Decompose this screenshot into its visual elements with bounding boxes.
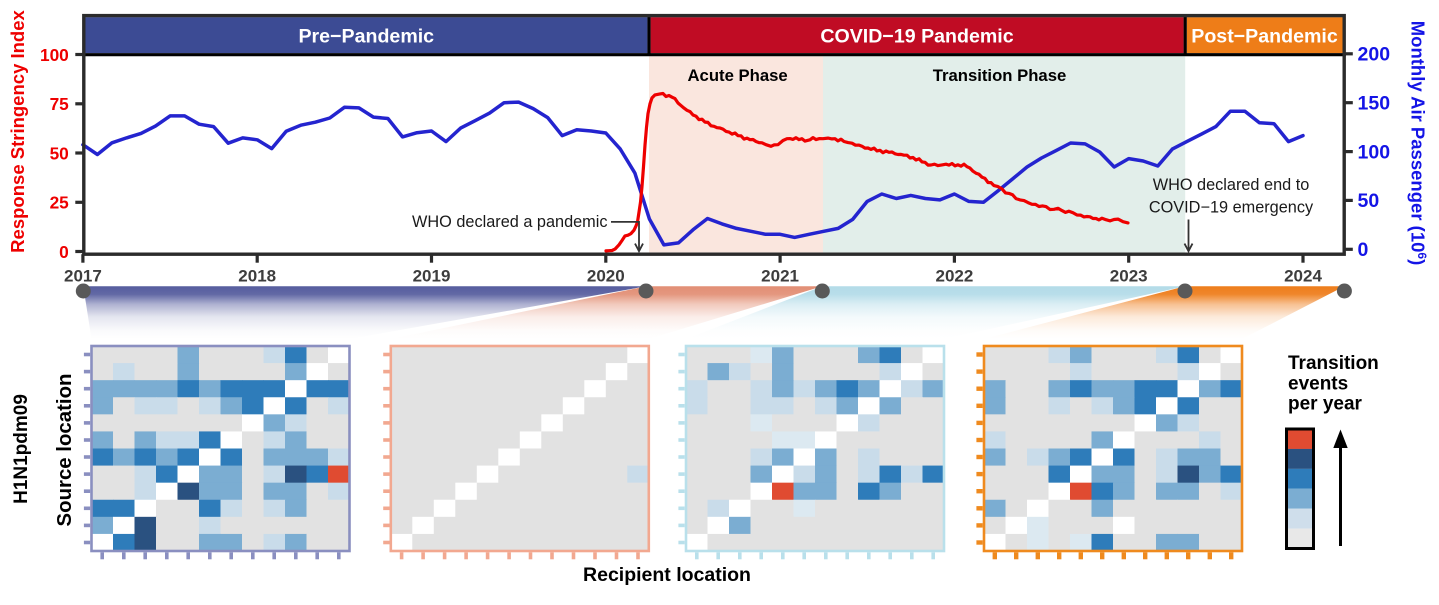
svg-text:2017: 2017 bbox=[64, 267, 102, 286]
svg-text:0: 0 bbox=[1358, 239, 1369, 261]
svg-text:events: events bbox=[1288, 374, 1348, 395]
svg-text:Source location: Source location bbox=[54, 374, 76, 527]
svg-text:WHO declared end to: WHO declared end to bbox=[1153, 176, 1310, 194]
svg-text:150: 150 bbox=[1358, 93, 1391, 115]
svg-text:2022: 2022 bbox=[935, 267, 973, 286]
svg-text:H1N1pdm09: H1N1pdm09 bbox=[11, 394, 32, 504]
svg-text:25: 25 bbox=[50, 193, 70, 213]
svg-text:2020: 2020 bbox=[587, 267, 625, 286]
svg-text:200: 200 bbox=[1358, 44, 1391, 66]
svg-text:2021: 2021 bbox=[761, 267, 799, 286]
svg-text:50: 50 bbox=[1358, 190, 1380, 212]
svg-text:100: 100 bbox=[1358, 141, 1391, 163]
svg-text:Transition Phase: Transition Phase bbox=[933, 66, 1067, 85]
svg-text:Transition: Transition bbox=[1288, 353, 1379, 374]
svg-text:WHO declared a pandemic: WHO declared a pandemic bbox=[412, 213, 607, 231]
svg-text:50: 50 bbox=[50, 143, 69, 163]
svg-text:Pre−Pandemic: Pre−Pandemic bbox=[298, 25, 434, 47]
svg-text:COVID−19 emergency: COVID−19 emergency bbox=[1149, 199, 1314, 217]
svg-text:Response Stringency Index: Response Stringency Index bbox=[7, 9, 28, 252]
svg-text:2024: 2024 bbox=[1284, 267, 1322, 286]
svg-text:per year: per year bbox=[1288, 394, 1363, 415]
svg-text:Post−Pandemic: Post−Pandemic bbox=[1191, 25, 1338, 47]
svg-text:Monthly Air Passenger (106): Monthly Air Passenger (106) bbox=[1408, 21, 1430, 266]
svg-text:Recipient location: Recipient location bbox=[583, 564, 751, 586]
svg-text:0: 0 bbox=[59, 242, 69, 262]
svg-text:COVID−19 Pandemic: COVID−19 Pandemic bbox=[820, 25, 1013, 47]
svg-text:2019: 2019 bbox=[413, 267, 451, 286]
svg-text:75: 75 bbox=[50, 94, 70, 114]
svg-text:100: 100 bbox=[40, 45, 69, 65]
svg-text:Acute Phase: Acute Phase bbox=[688, 66, 788, 85]
svg-text:2018: 2018 bbox=[238, 267, 276, 286]
svg-text:2023: 2023 bbox=[1110, 267, 1148, 286]
